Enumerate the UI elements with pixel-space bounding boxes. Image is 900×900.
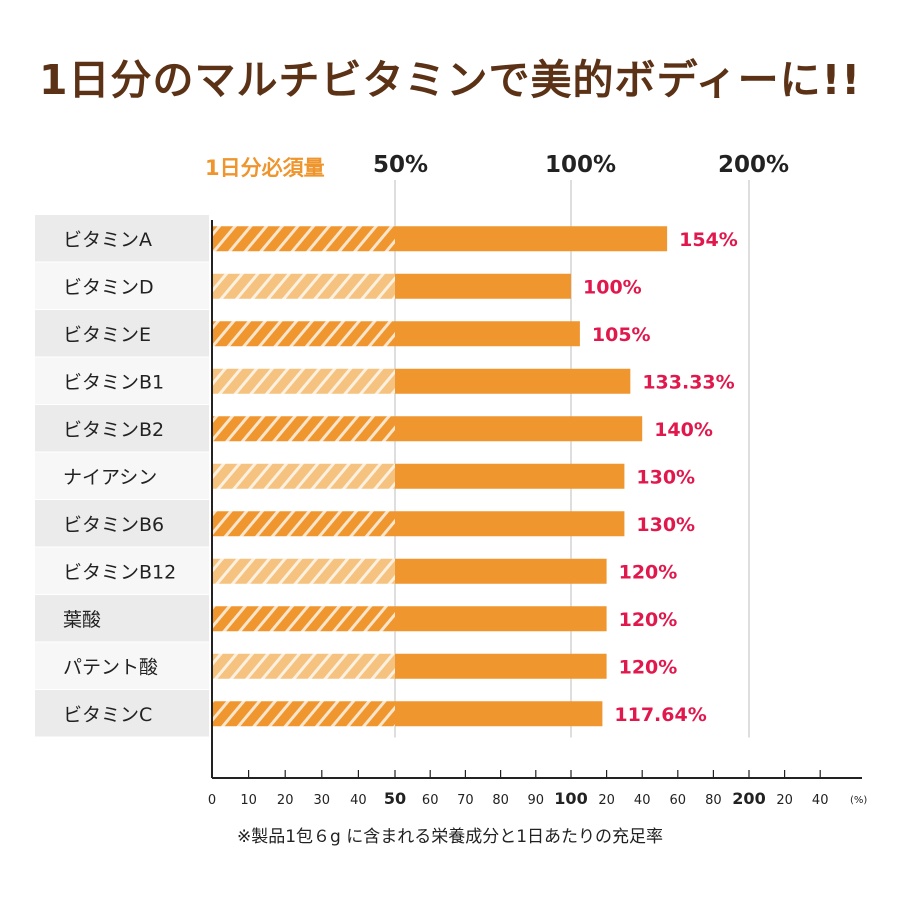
- category-label: ビタミンB1: [63, 371, 164, 393]
- bar: [395, 416, 643, 442]
- category-cell: [35, 500, 209, 547]
- category-label: ビタミンC: [63, 704, 152, 726]
- x-tick-label: 10: [240, 793, 257, 808]
- x-tick-label: 60: [670, 793, 687, 808]
- category-label: ビタミンB2: [63, 419, 164, 441]
- value-label: 154%: [679, 229, 738, 251]
- x-tick-label: 80: [705, 793, 722, 808]
- bar-hatched-segment: [212, 606, 395, 632]
- header-100-percent: 100%: [545, 152, 617, 178]
- bar: [395, 226, 668, 252]
- value-label: 133.33%: [642, 371, 734, 393]
- category-label: ビタミンD: [63, 276, 154, 298]
- bar: [395, 368, 631, 394]
- x-tick-label: 20: [598, 793, 615, 808]
- category-cell: [35, 690, 209, 737]
- category-label: ビタミンA: [63, 229, 152, 251]
- category-cell: [35, 452, 209, 499]
- required-amount-label: 1日分必須量: [205, 156, 325, 180]
- category-label: ビタミンE: [63, 324, 151, 346]
- x-tick-label: 200: [732, 789, 765, 808]
- value-label: 120%: [619, 656, 678, 678]
- header-200-percent: 200%: [718, 152, 790, 178]
- bar: [395, 463, 625, 489]
- value-label: 100%: [583, 276, 642, 298]
- value-label: 130%: [636, 466, 695, 488]
- bar: [395, 558, 607, 584]
- bar-hatched-segment: [212, 511, 395, 537]
- bar-hatched-segment: [212, 701, 395, 727]
- x-tick-label: 50: [384, 789, 406, 808]
- x-tick-label: 60: [422, 793, 439, 808]
- category-label: ナイアシン: [63, 466, 157, 488]
- x-tick-label: 100: [554, 789, 587, 808]
- bar-hatched-segment: [212, 558, 395, 584]
- bar-hatched-segment: [212, 653, 395, 679]
- x-tick-label: 30: [314, 793, 331, 808]
- bar-hatched-segment: [212, 463, 395, 489]
- x-tick-label: 40: [350, 793, 367, 808]
- category-cell: [35, 310, 209, 357]
- x-tick-label: 40: [634, 793, 651, 808]
- bar: [395, 653, 607, 679]
- bar-hatched-segment: [212, 226, 395, 252]
- value-label: 105%: [592, 324, 651, 346]
- x-tick-label: 80: [492, 793, 509, 808]
- category-label: ビタミンB12: [63, 561, 176, 583]
- category-cell: [35, 642, 209, 689]
- bar-hatched-segment: [212, 368, 395, 394]
- header-50-percent: 50%: [373, 152, 429, 178]
- bar: [395, 511, 625, 537]
- x-tick-label: 90: [528, 793, 545, 808]
- footnote: ※製品1包６g に含まれる栄養成分と1日あたりの充足率: [236, 827, 664, 847]
- value-label: 130%: [636, 514, 695, 536]
- category-cell: [35, 262, 209, 309]
- bar-hatched-segment: [212, 321, 395, 347]
- bar: [395, 606, 607, 632]
- value-label: 120%: [619, 561, 678, 583]
- x-tick-label: 20: [277, 793, 294, 808]
- x-tick-label: 20: [776, 793, 793, 808]
- chart-title: 1日分のマルチビタミンで美的ボディーに!!: [38, 56, 862, 104]
- category-cell: [35, 547, 209, 594]
- bar: [395, 273, 571, 299]
- value-label: 140%: [654, 419, 713, 441]
- value-label: 117.64%: [614, 704, 706, 726]
- category-cell: [35, 405, 209, 452]
- x-tick-label: 0: [208, 793, 216, 808]
- bar-hatched-segment: [212, 273, 395, 299]
- category-cell: [35, 595, 209, 642]
- bar-hatched-segment: [212, 416, 395, 442]
- category-cell: [35, 215, 209, 262]
- category-label: ビタミンB6: [63, 514, 164, 536]
- bar: [395, 321, 580, 347]
- value-label: 120%: [619, 609, 678, 631]
- category-cell: [35, 357, 209, 404]
- x-axis-unit-label: (%): [850, 795, 867, 806]
- x-tick-label: 40: [812, 793, 829, 808]
- bar: [395, 701, 603, 727]
- category-label: パテント酸: [63, 656, 158, 678]
- category-label: 葉酸: [63, 609, 101, 631]
- x-tick-label: 70: [457, 793, 474, 808]
